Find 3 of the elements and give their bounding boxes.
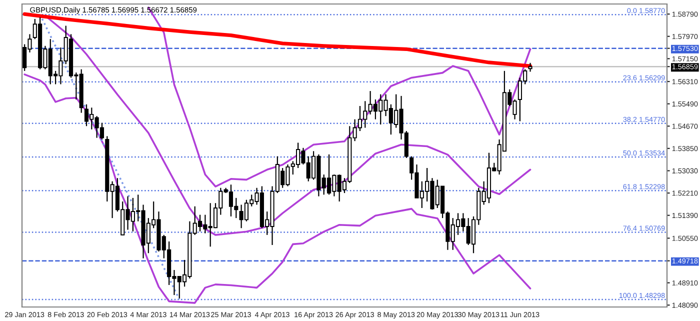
line-series [24,74,532,304]
line-series [22,12,532,68]
line-series [44,14,532,236]
